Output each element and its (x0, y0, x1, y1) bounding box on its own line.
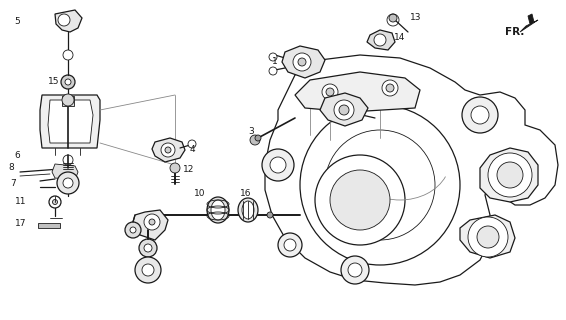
Bar (38, 223, 60, 228)
Circle shape (267, 212, 273, 218)
Ellipse shape (207, 197, 229, 223)
Polygon shape (295, 72, 420, 112)
Circle shape (326, 88, 334, 96)
Circle shape (293, 53, 311, 71)
Circle shape (65, 79, 71, 85)
Circle shape (63, 178, 73, 188)
Circle shape (149, 219, 155, 225)
Ellipse shape (242, 201, 254, 219)
Circle shape (142, 264, 154, 276)
Circle shape (269, 53, 277, 61)
Circle shape (284, 239, 296, 251)
Text: 16: 16 (240, 188, 251, 197)
Circle shape (130, 227, 136, 233)
Text: 14: 14 (394, 34, 405, 43)
Circle shape (374, 34, 386, 46)
Circle shape (262, 149, 294, 181)
Text: 13: 13 (410, 13, 422, 22)
Polygon shape (520, 14, 538, 32)
Circle shape (188, 140, 196, 148)
Circle shape (269, 67, 277, 75)
Text: 4: 4 (190, 146, 196, 155)
Text: 3: 3 (248, 127, 254, 137)
Circle shape (63, 50, 73, 60)
Circle shape (339, 105, 349, 115)
Polygon shape (52, 164, 78, 180)
Text: 2: 2 (322, 100, 328, 109)
Polygon shape (320, 93, 368, 126)
Polygon shape (367, 30, 395, 50)
Polygon shape (40, 95, 100, 148)
Text: 17: 17 (15, 220, 27, 228)
Circle shape (330, 170, 390, 230)
Text: FR.: FR. (505, 27, 524, 37)
Circle shape (139, 239, 157, 257)
Circle shape (250, 135, 260, 145)
Text: 15: 15 (48, 77, 59, 86)
Circle shape (471, 106, 489, 124)
Text: 1: 1 (272, 58, 278, 67)
Circle shape (144, 214, 160, 230)
Circle shape (161, 143, 175, 157)
Circle shape (165, 147, 171, 153)
Circle shape (462, 97, 498, 133)
Circle shape (170, 163, 180, 173)
Circle shape (57, 172, 79, 194)
Ellipse shape (211, 200, 225, 220)
Polygon shape (282, 46, 325, 78)
Polygon shape (48, 100, 93, 143)
Circle shape (298, 58, 306, 66)
Circle shape (322, 84, 338, 100)
Text: 7: 7 (10, 179, 16, 188)
Circle shape (58, 14, 70, 26)
Circle shape (382, 80, 398, 96)
Circle shape (300, 105, 460, 265)
Ellipse shape (238, 198, 258, 222)
Circle shape (270, 157, 286, 173)
Circle shape (62, 94, 74, 106)
Circle shape (125, 222, 141, 238)
Circle shape (468, 217, 508, 257)
Text: 6: 6 (14, 150, 20, 159)
Circle shape (255, 135, 261, 141)
Circle shape (61, 75, 75, 89)
Circle shape (341, 256, 369, 284)
Polygon shape (132, 210, 168, 240)
Circle shape (497, 162, 523, 188)
Circle shape (334, 100, 354, 120)
Circle shape (49, 196, 61, 208)
Polygon shape (480, 148, 538, 202)
Circle shape (477, 226, 499, 248)
Polygon shape (55, 10, 82, 32)
Circle shape (348, 263, 362, 277)
Circle shape (278, 233, 302, 257)
Circle shape (389, 14, 397, 22)
Text: 5: 5 (14, 18, 20, 27)
Text: 8: 8 (8, 164, 14, 172)
Bar (62, 96, 74, 106)
Circle shape (135, 257, 161, 283)
Circle shape (144, 244, 152, 252)
Text: 9: 9 (210, 205, 216, 214)
Circle shape (53, 199, 58, 204)
Text: 12: 12 (183, 165, 194, 174)
Text: 11: 11 (15, 197, 27, 206)
Circle shape (488, 153, 532, 197)
Circle shape (315, 155, 405, 245)
Polygon shape (460, 215, 515, 258)
Circle shape (386, 84, 394, 92)
Polygon shape (152, 138, 185, 162)
Polygon shape (265, 55, 558, 285)
Circle shape (325, 130, 435, 240)
Circle shape (63, 155, 73, 165)
Text: 10: 10 (194, 189, 205, 198)
